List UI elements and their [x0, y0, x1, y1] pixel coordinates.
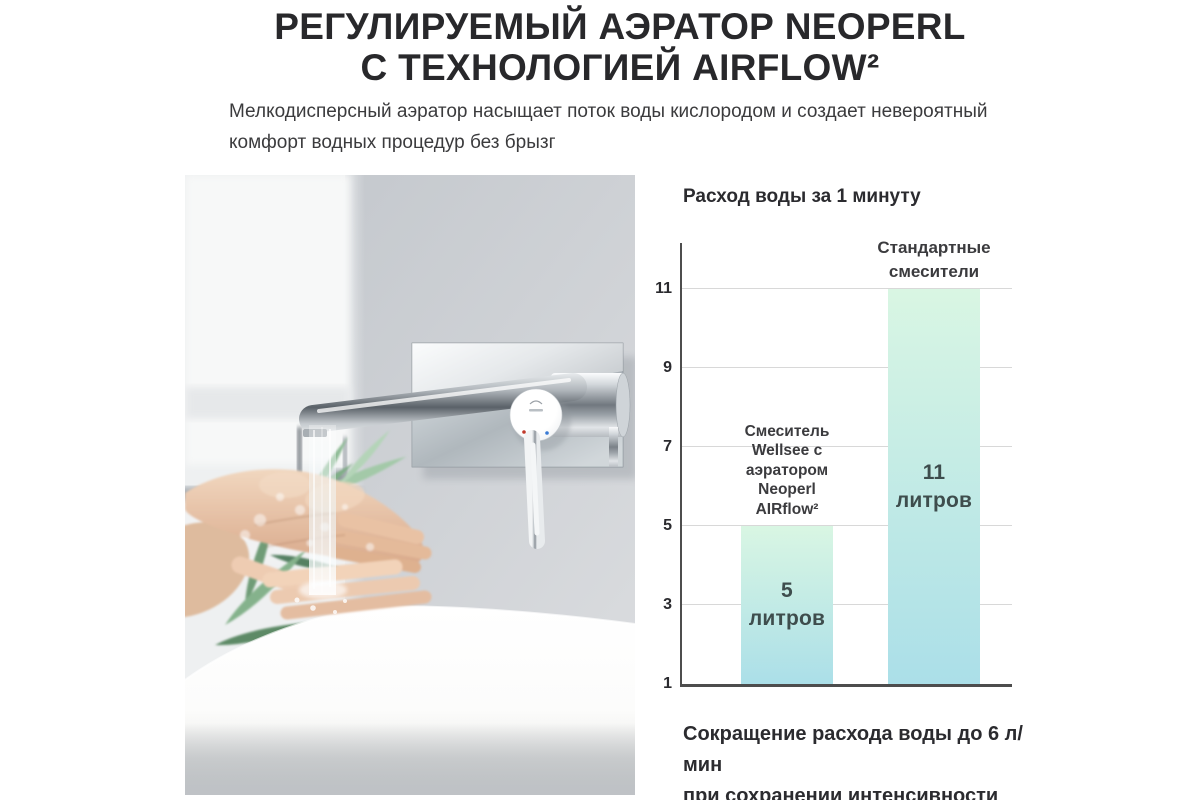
chart-title: Расход воды за 1 минуту [683, 186, 921, 207]
chart-footnote: Сокращение расхода воды до 6 л/мин при с… [683, 723, 1023, 800]
y-tick-label: 1 [663, 675, 672, 692]
product-photo [185, 175, 635, 795]
y-tick-label: 5 [663, 517, 672, 534]
gridline [682, 367, 1012, 368]
gridline [682, 446, 1012, 447]
gridline [682, 604, 1012, 605]
y-tick-label: 9 [663, 359, 672, 376]
wellsee-logo-mark [529, 400, 543, 412]
water-stream [294, 425, 347, 614]
bar-value-label: 11 литров [895, 460, 973, 512]
washing-hands [185, 469, 432, 620]
gridline [682, 288, 1012, 289]
bar-value-label: 5 литров [748, 579, 826, 630]
gridline [682, 525, 1012, 526]
plot-area: 5 литров 11 литров Смеситель Wellsee с а… [655, 238, 1012, 692]
page-title: РЕГУЛИРУЕМЫЙ АЭРАТОР NEOPERL С ТЕХНОЛОГИ… [274, 6, 966, 88]
category-label-wellsee: Смеситель Wellsee с аэратором Neoperl AI… [744, 422, 830, 518]
bar-standard-mixers: 11 литров [888, 289, 980, 684]
category-label-standard: Стандартные смесители [877, 238, 991, 281]
hot-dot-icon [522, 430, 526, 434]
y-tick-label: 7 [663, 438, 672, 455]
bar-wellsee-mixer: 5 литров [741, 526, 833, 684]
page-subtitle: Мелкодисперсный аэратор насыщает поток в… [229, 101, 988, 153]
cold-dot-icon [545, 431, 549, 435]
y-tick-label: 3 [663, 596, 672, 613]
y-tick-label: 11 [655, 280, 672, 297]
